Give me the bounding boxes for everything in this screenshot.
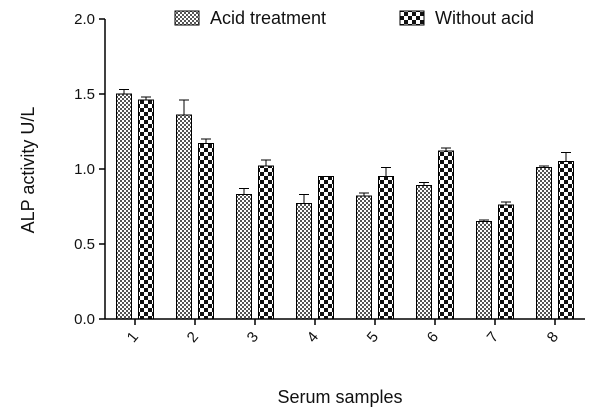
y-tick-label-1-0: 1.0 (74, 161, 95, 178)
bar-without-acid-sample-4 (318, 176, 334, 320)
bar-acid-treatment-sample-5 (356, 195, 372, 320)
bar-without-acid-sample-3 (258, 165, 274, 320)
x-tick-label-1: 1 (124, 329, 142, 346)
legend: Acid treatment Without acid (174, 8, 534, 28)
axes: 0.0 0.5 1.0 1.5 2.0 1 2 3 4 5 6 7 8 (74, 11, 585, 346)
legend-swatch-without-acid (399, 10, 425, 26)
x-tick-label-7: 7 (484, 329, 502, 346)
bar-without-acid-sample-8 (558, 161, 574, 320)
x-tick-label-3: 3 (244, 329, 262, 346)
bar-acid-treatment-sample-8 (536, 167, 552, 320)
bar-acid-treatment-sample-6 (416, 185, 432, 320)
y-tick-label-1-5: 1.5 (74, 86, 95, 103)
bar-acid-treatment-sample-3 (236, 194, 252, 320)
bar-without-acid-sample-6 (438, 150, 454, 320)
y-tick-label-2-0: 2.0 (74, 11, 95, 28)
y-tick-label-0-5: 0.5 (74, 236, 95, 253)
bar-without-acid-sample-2 (198, 143, 214, 320)
x-tick-label-5: 5 (364, 329, 382, 346)
legend-label-without-acid: Without acid (435, 8, 534, 28)
bar-acid-treatment-sample-7 (476, 221, 492, 320)
plot-area (116, 89, 574, 320)
legend-swatch-acid-treatment (174, 10, 200, 26)
y-tick-label-0-0: 0.0 (74, 311, 95, 328)
x-tick-label-4: 4 (304, 329, 322, 346)
bar-acid-treatment-sample-2 (176, 114, 192, 320)
y-axis-title: ALP activity U/L (18, 107, 38, 234)
bar-acid-treatment-sample-1 (116, 93, 132, 320)
bar-acid-treatment-sample-4 (296, 203, 312, 320)
legend-label-acid-treatment: Acid treatment (210, 8, 326, 28)
x-tick-label-2: 2 (184, 329, 202, 346)
bar-without-acid-sample-5 (378, 176, 394, 320)
bar-without-acid-sample-7 (498, 204, 514, 320)
bar-without-acid-sample-1 (138, 99, 154, 320)
x-tick-label-8: 8 (544, 329, 562, 346)
x-tick-label-6: 6 (424, 329, 442, 346)
x-axis-title: Serum samples (277, 387, 402, 407)
